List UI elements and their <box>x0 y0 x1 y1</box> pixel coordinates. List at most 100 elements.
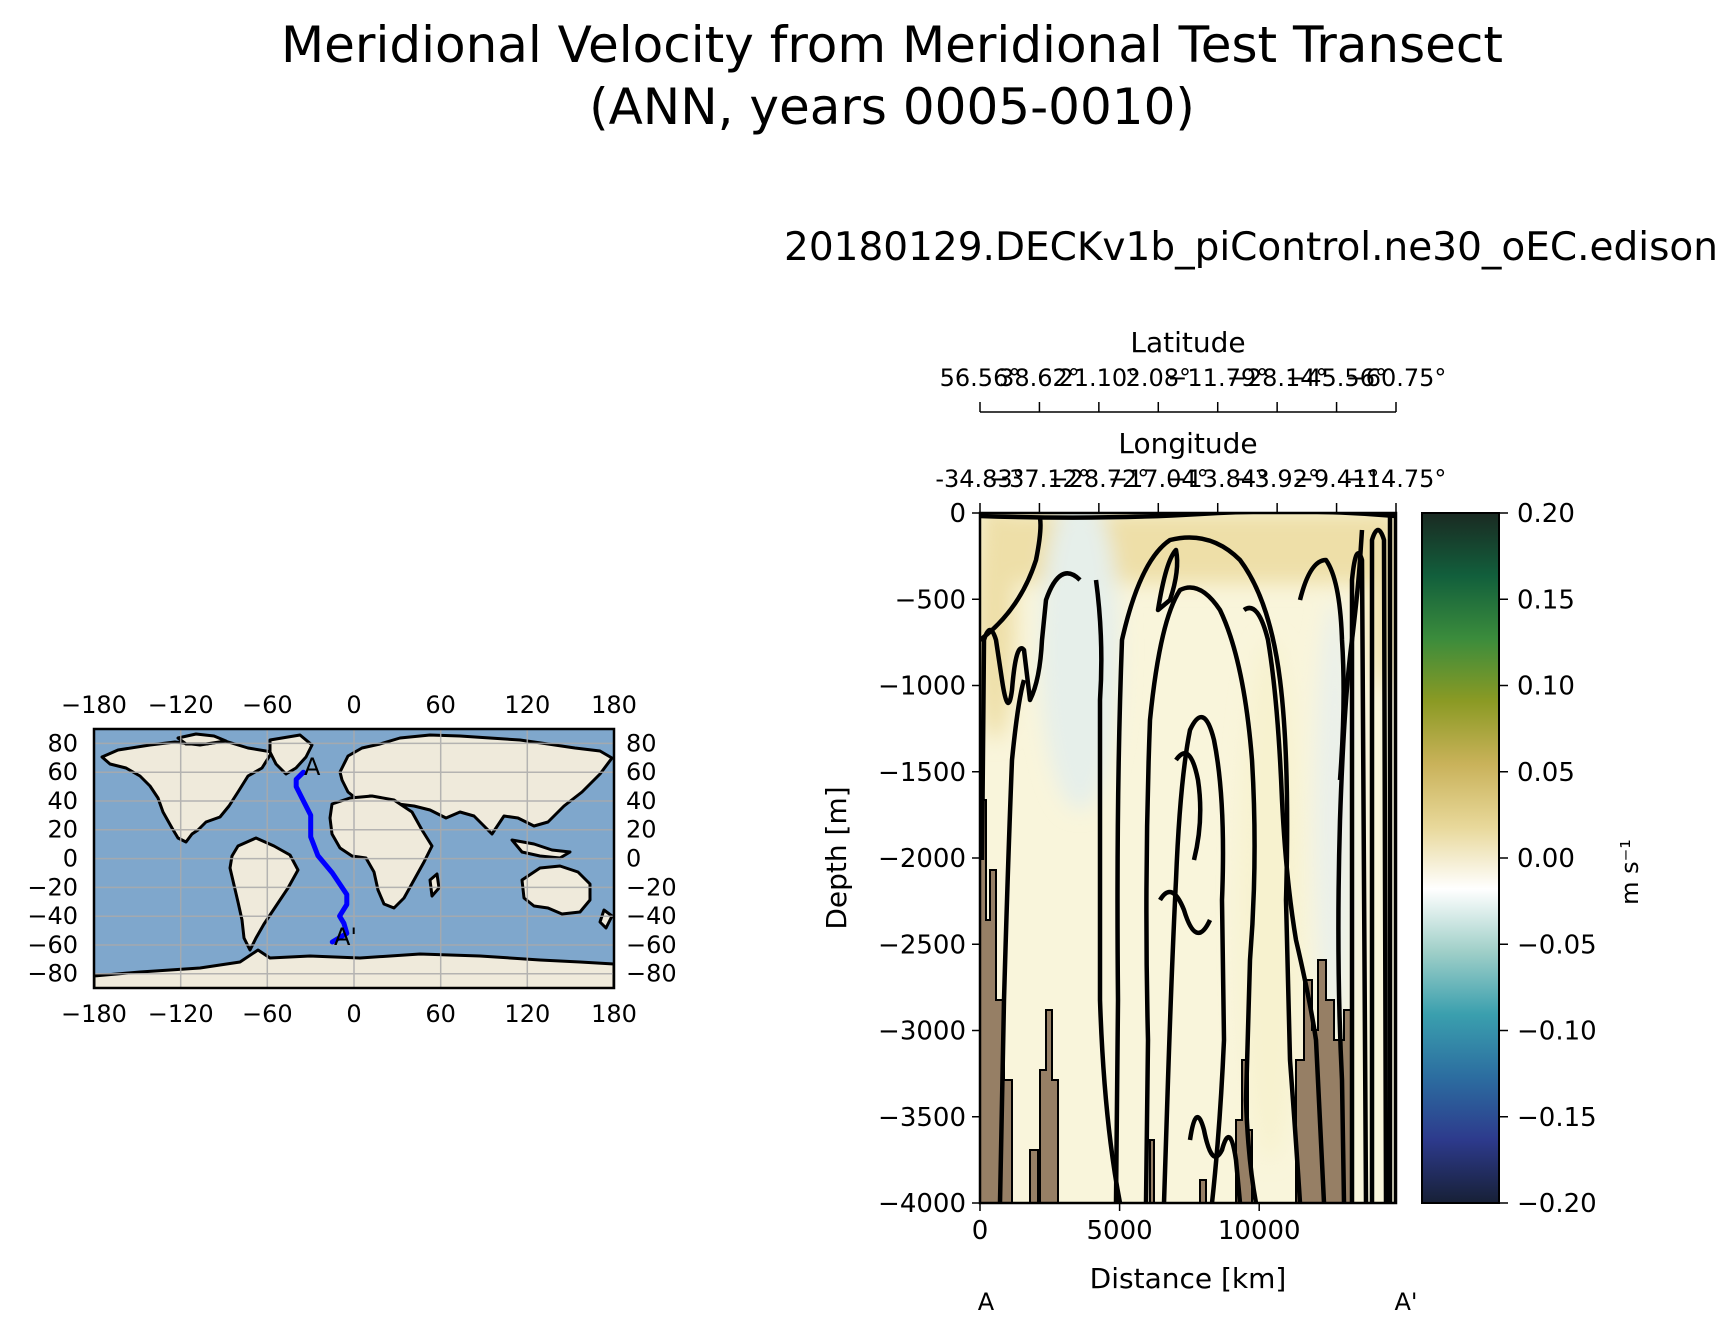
latitude-tick-label: −60.75° <box>1346 364 1447 392</box>
bathymetry <box>980 799 1396 1203</box>
contour-17 <box>1387 513 1396 1203</box>
contour-4 <box>1093 579 1123 1203</box>
map-panel: A A' −180 −180 −120 −120 −60 −60 0 0 60 60 120 120 1… <box>27 691 676 1028</box>
map-x-tick-top: 120 <box>504 691 550 719</box>
latitude-tick-label: 38.62° <box>999 364 1080 392</box>
land-south-america <box>228 836 300 952</box>
contour-16 <box>1297 557 1346 781</box>
contour-14 <box>1158 889 1213 935</box>
longitude-tick-label: −28.72° <box>1048 465 1149 493</box>
map-x-tick-top: −60 <box>242 691 293 719</box>
depth-tick-label: −4000 <box>878 1189 966 1219</box>
colorbar-label: m s⁻¹ <box>1616 839 1644 905</box>
map-y-tick-left: 60 <box>47 758 78 786</box>
map-ticks: −180 −180 −120 −120 −60 −60 0 0 60 60 120 120 180 180… <box>27 691 676 1028</box>
map-y-tick-left: −80 <box>27 960 78 988</box>
distance-ticks: 0 5000 10000 <box>972 1203 1301 1246</box>
latitude-ticks: 56.56°38.62°21.10°2.08°−11.79°−28.14°−45… <box>940 364 1447 412</box>
map-x-tick-top: −120 <box>148 691 214 719</box>
longitude-ticks: -34.83°−37.12°−28.72°−17.04°−13.84°−3.92… <box>935 465 1446 513</box>
section-start-label: A <box>978 1288 995 1316</box>
colorbar-tick-label: −0.20 <box>1517 1189 1597 1219</box>
transect-start-label: A <box>304 753 321 781</box>
depth-axis-label: Depth [m] <box>820 786 853 929</box>
latitude-tick-label: 2.08° <box>1126 364 1191 392</box>
longitude-tick-label: -34.83° <box>935 465 1024 493</box>
longitude-tick-label: −3.92° <box>1234 465 1320 493</box>
map-y-tick-right: 80 <box>626 729 657 757</box>
longitude-axis-label: Longitude <box>1118 427 1257 460</box>
land-greenland <box>268 733 314 776</box>
colorbar <box>1421 512 1500 1204</box>
contour-5 <box>1113 535 1303 1203</box>
map-x-tick-top: 0 <box>346 691 361 719</box>
map-x-tick-top: 180 <box>591 691 637 719</box>
contour-1 <box>980 517 1043 642</box>
latitude-tick-label: −28.14° <box>1227 364 1328 392</box>
map-y-tick-right: −20 <box>626 873 677 901</box>
map-frame <box>92 727 616 990</box>
contour-11 <box>1369 527 1389 1203</box>
map-x-tick-bottom: 180 <box>591 1000 637 1028</box>
colorbar-ticks: 0.20 0.15 0.10 0.05 0.00 −0.05 −0.10 −0.15 −0.20 <box>1499 499 1597 1219</box>
colorbar-tick-label: −0.15 <box>1517 1103 1597 1133</box>
map-land <box>94 732 614 988</box>
colorbar-tick-label: 0.15 <box>1517 585 1575 615</box>
transect-line <box>293 769 350 945</box>
depth-tick-label: −3000 <box>878 1017 966 1047</box>
velocity-contours <box>980 513 1396 1203</box>
longitude-tick-label: −14.75° <box>1346 465 1447 493</box>
section-end-label: A' <box>1394 1288 1417 1316</box>
map-x-tick-bottom: −180 <box>61 1000 127 1028</box>
latitude-axis-label: Latitude <box>1130 326 1245 359</box>
map-x-tick-bottom: 120 <box>504 1000 550 1028</box>
latitude-tick-label: −45.56° <box>1286 364 1387 392</box>
land-australia <box>520 864 592 916</box>
map-gridlines <box>94 729 614 988</box>
map-y-tick-right: −80 <box>626 960 677 988</box>
map-x-tick-bottom: −60 <box>242 1000 293 1028</box>
map-y-tick-left: 40 <box>47 787 78 815</box>
colorbar-tick-label: 0.10 <box>1517 672 1575 702</box>
colorbar-tick-label: 0.05 <box>1517 758 1575 788</box>
map-y-tick-right: 60 <box>626 758 657 786</box>
map-y-tick-left: 0 <box>63 845 78 873</box>
map-y-tick-left: 20 <box>47 816 78 844</box>
depth-tick-label: −2500 <box>878 930 966 960</box>
latitude-tick-label: 21.10° <box>1058 364 1139 392</box>
distance-tick-label: 0 <box>972 1216 989 1246</box>
contour-3 <box>997 679 1027 1203</box>
section-subtitle: 20180129.DECKv1b_piControl.ne30_oEC.edis… <box>784 225 1718 270</box>
colorbar-tick-label: 0.20 <box>1517 499 1575 529</box>
land-africa <box>328 794 434 910</box>
depth-tick-label: −1500 <box>878 758 966 788</box>
contour-9 <box>1242 605 1327 1203</box>
figure-title-line1: Meridional Velocity from Meridional Test… <box>281 16 1503 74</box>
depth-tick-label: −2000 <box>878 844 966 874</box>
contour-15 <box>1174 751 1203 861</box>
map-y-tick-left: −40 <box>27 902 78 930</box>
map-y-tick-right: 20 <box>626 816 657 844</box>
section-field <box>980 513 1396 1203</box>
map-x-tick-bottom: 0 <box>346 1000 361 1028</box>
map-y-tick-left: −20 <box>27 873 78 901</box>
longitude-tick-label: −9.41° <box>1294 465 1380 493</box>
latitude-tick-label: −11.79° <box>1167 364 1268 392</box>
map-x-tick-bottom: −120 <box>148 1000 214 1028</box>
map-x-tick-bottom: 60 <box>425 1000 456 1028</box>
section-panel: Latitude Longitude 56.56°38.62°21.10°2.0… <box>820 326 1644 1316</box>
distance-tick-label: 5000 <box>1087 1216 1153 1246</box>
map-y-tick-right: 0 <box>626 845 641 873</box>
longitude-tick-label: −37.12° <box>989 465 1090 493</box>
distance-axis-label: Distance [km] <box>1090 1262 1287 1295</box>
distance-tick-label: 10000 <box>1218 1216 1301 1246</box>
figure-title-line2: (ANN, years 0005-0010) <box>589 78 1195 136</box>
colorbar-tick-label: 0.00 <box>1517 844 1575 874</box>
contour-13 <box>1187 1115 1243 1203</box>
map-y-tick-right: 40 <box>626 787 657 815</box>
contour-6 <box>1143 585 1259 1203</box>
depth-tick-label: −500 <box>895 585 966 615</box>
map-y-tick-right: −60 <box>626 931 677 959</box>
latitude-tick-label: 56.56° <box>940 364 1021 392</box>
